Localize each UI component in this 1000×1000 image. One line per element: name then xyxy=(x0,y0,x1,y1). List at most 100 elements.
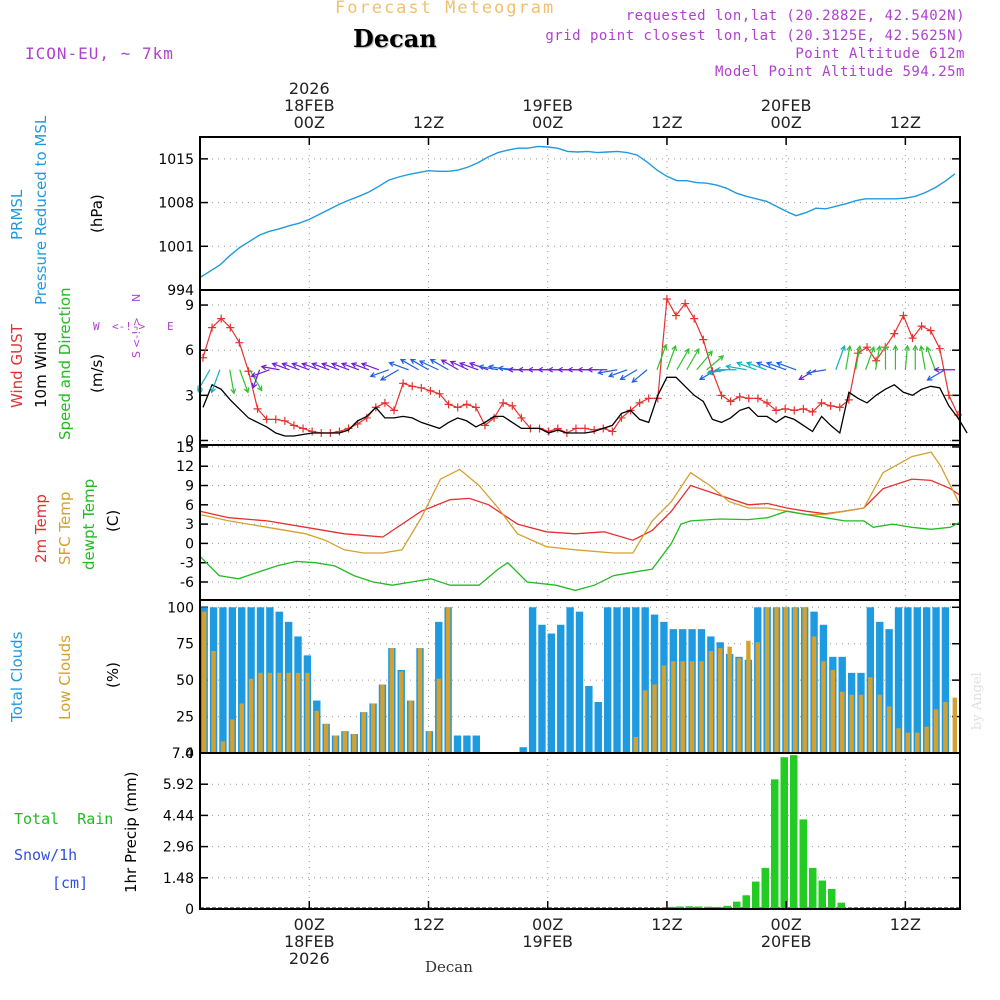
wind-arrow xyxy=(631,369,648,383)
gust-marker xyxy=(217,314,226,323)
gust-marker xyxy=(262,415,271,424)
total-cloud-bar xyxy=(922,607,931,753)
wind-arrow xyxy=(696,350,713,371)
gust-marker xyxy=(244,367,253,376)
wind-arrow xyxy=(686,347,700,371)
low-cloud-bar xyxy=(924,726,929,753)
low-cloud-bar xyxy=(436,678,441,753)
low-cloud-bar xyxy=(408,700,413,753)
total-cloud-bar xyxy=(575,611,584,753)
wind-arrow xyxy=(882,344,889,370)
gust-marker xyxy=(844,395,853,404)
temp-ytick-label: 0 xyxy=(185,536,194,552)
total-cloud-bar xyxy=(885,629,893,753)
pressure-frame xyxy=(199,136,961,291)
wind-arrow xyxy=(676,347,690,371)
low-cloud-bar xyxy=(830,669,836,753)
low-cloud-bar xyxy=(905,732,911,753)
bottom-time-label: 2026 xyxy=(289,949,330,968)
temp-ytick-label: 6 xyxy=(185,498,194,514)
temp-ytick-label: 15 xyxy=(176,440,194,456)
location-title: Decan xyxy=(353,24,437,53)
low-cloud-bar xyxy=(389,648,395,753)
low-cloud-bar xyxy=(361,712,366,753)
top-time-label: 00Z xyxy=(770,113,801,132)
rain-bar xyxy=(733,901,741,909)
wind-arrow xyxy=(250,369,270,378)
model-label: ICON-EU, ~ 7km xyxy=(25,44,174,63)
wind-arrow xyxy=(229,369,237,395)
wind-arrow xyxy=(607,369,628,378)
pressure-ytick-label: 994 xyxy=(167,283,194,299)
low-cloud-bar xyxy=(295,672,301,753)
wind-arrow xyxy=(409,358,429,371)
gust-marker xyxy=(917,322,926,331)
wind-arrow xyxy=(714,366,737,373)
gust-marker xyxy=(462,400,471,409)
low-cloud-bar xyxy=(699,661,704,753)
gust-marker xyxy=(553,424,562,433)
wind-arrow xyxy=(619,369,638,380)
low-cloud-bar xyxy=(840,691,845,753)
gust-marker xyxy=(344,424,353,433)
wind-arrow xyxy=(706,355,725,371)
low-cloud-bar xyxy=(952,697,957,753)
top-time-label: 00Z xyxy=(532,113,563,132)
top-time-label: 2026 xyxy=(289,79,330,98)
gust-marker xyxy=(499,398,508,407)
low-cloud-bar xyxy=(774,607,779,753)
pressure-ytick-label: 1015 xyxy=(158,152,194,168)
wind-arrow xyxy=(805,369,826,376)
wind-arrow xyxy=(835,344,846,370)
point-altitude: Point Altitude 612m xyxy=(795,46,965,62)
low-cloud-bar xyxy=(736,658,742,753)
bottom-time-label: 12Z xyxy=(413,915,444,934)
gust-marker xyxy=(717,391,726,400)
low-cloud-bar xyxy=(642,690,648,753)
wind-arrow xyxy=(745,361,767,371)
total-cloud-bar xyxy=(538,624,546,753)
rain-bar xyxy=(752,881,760,909)
low-cloud-bar xyxy=(445,607,451,753)
wind-arrow xyxy=(656,343,668,370)
low-cloud-bar xyxy=(811,636,817,753)
wind-arrow xyxy=(586,366,608,373)
total-cloud-bar xyxy=(453,735,462,753)
snow-label: Snow/1h xyxy=(14,846,78,864)
rain-bar xyxy=(790,755,798,909)
gust-marker xyxy=(826,401,835,410)
compass-e: E xyxy=(167,320,174,333)
total-cloud-bar xyxy=(913,607,921,753)
sfc-temp-line xyxy=(199,451,961,554)
bottom-time-label: 00Z xyxy=(532,915,563,934)
wind-arrow xyxy=(330,362,350,371)
rain-bar xyxy=(780,757,788,909)
wind-arrow xyxy=(418,360,439,371)
wind10-line xyxy=(202,376,968,437)
temp-ytick-label: 9 xyxy=(185,479,194,495)
snow-unit-label: [cm] xyxy=(52,874,89,892)
wind-arrow xyxy=(912,344,919,370)
wind-arrow xyxy=(765,361,787,371)
low-cloud-bar xyxy=(239,703,244,753)
low-cloud-bar xyxy=(915,732,920,753)
gust-marker xyxy=(726,397,735,406)
total-cloud-bar xyxy=(463,735,471,753)
low-cloud-bar xyxy=(342,731,348,753)
low-cloud-bar xyxy=(314,710,319,753)
rain-bar xyxy=(714,906,722,909)
wind-arrow xyxy=(892,344,899,370)
temp-frame xyxy=(199,444,961,601)
total-cloud-bar xyxy=(650,614,659,753)
wind-arrow xyxy=(311,362,330,371)
total-cloud-bar xyxy=(613,607,621,753)
gust-marker xyxy=(453,403,462,412)
wind-arrow xyxy=(845,344,853,370)
rain-label: Total Rain xyxy=(14,810,114,828)
gust-marker xyxy=(817,398,826,407)
low-cloud-bar xyxy=(764,607,770,753)
gust-marker xyxy=(417,383,426,392)
low-cloud-bar xyxy=(943,702,948,753)
